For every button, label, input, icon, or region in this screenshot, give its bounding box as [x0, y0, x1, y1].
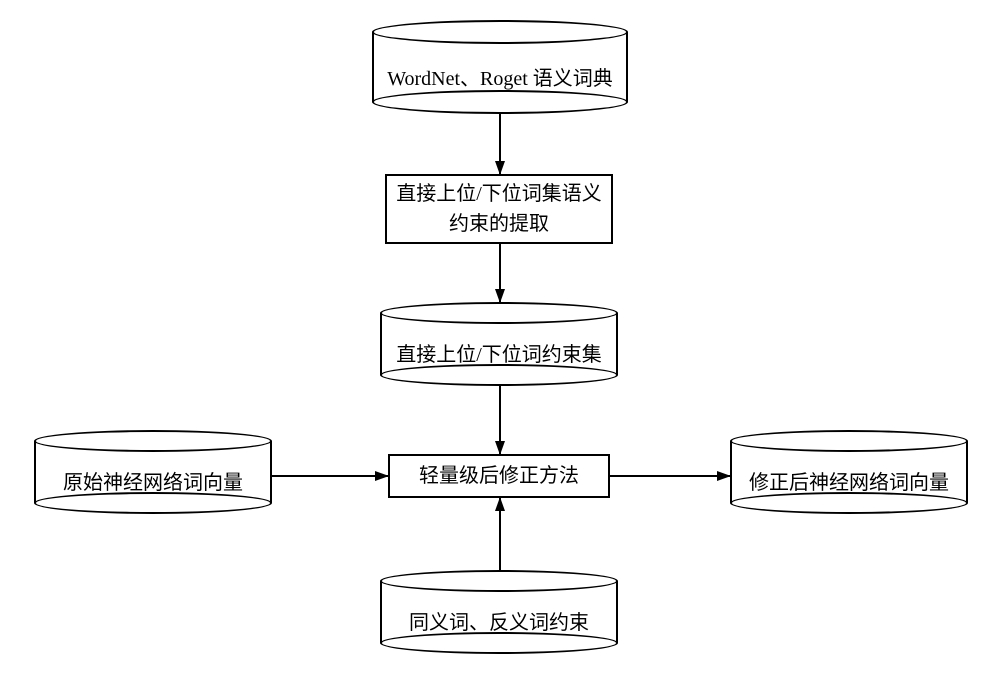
- node-method-box: 轻量级后修正方法: [388, 454, 610, 498]
- fixed_vec-label: 修正后神经网络词向量: [730, 452, 968, 514]
- node-constraint-set: 直接上位/下位词约束集: [380, 302, 618, 386]
- node-fixed-vec: 修正后神经网络词向量: [730, 430, 968, 514]
- extract-box-label: 直接上位/下位词集语义 约束的提取: [396, 179, 602, 239]
- syn_ant-label: 同义词、反义词约束: [380, 592, 618, 654]
- orig_vec-label: 原始神经网络词向量: [34, 452, 272, 514]
- dict_source-label: WordNet、Roget 语义词典: [372, 44, 628, 114]
- node-extract-box: 直接上位/下位词集语义 约束的提取: [385, 174, 613, 244]
- node-orig-vec: 原始神经网络词向量: [34, 430, 272, 514]
- node-dict-source: WordNet、Roget 语义词典: [372, 20, 628, 114]
- method-box-label: 轻量级后修正方法: [419, 461, 579, 491]
- constraint_set-label: 直接上位/下位词约束集: [380, 324, 618, 386]
- node-syn-ant: 同义词、反义词约束: [380, 570, 618, 654]
